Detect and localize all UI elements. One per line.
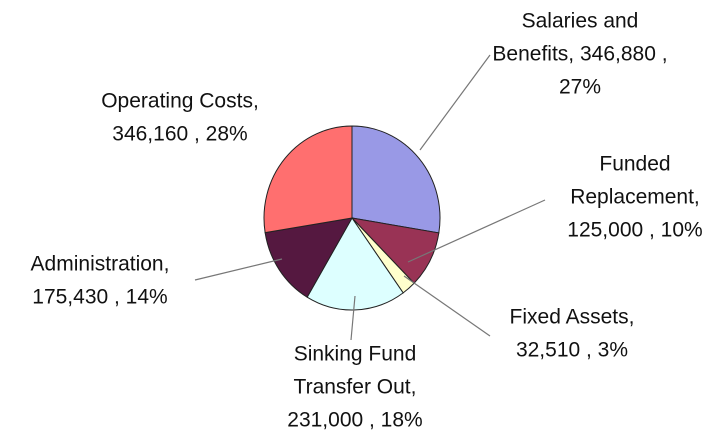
pie-slice <box>264 217 353 298</box>
slice-label: Administration, <box>31 253 170 276</box>
slice-label: Funded <box>599 153 670 176</box>
leader-line <box>403 275 491 337</box>
slice-label: Benefits, 346,880 , <box>492 43 667 66</box>
slice-label: 32,510 , 3% <box>516 339 628 362</box>
slice-label: 125,000 , 10% <box>567 219 702 242</box>
slice-label: Salaries and <box>522 10 639 33</box>
leader-line <box>407 199 546 263</box>
slice-label: Transfer Out, <box>294 376 417 399</box>
leader-line <box>350 295 356 341</box>
pie-slice <box>306 217 404 311</box>
slice-label: Sinking Fund <box>294 343 417 366</box>
leader-line <box>419 54 491 151</box>
slice-label: 231,000 , 18% <box>287 409 422 432</box>
leader-line <box>194 258 283 281</box>
slice-label: Operating Costs, <box>101 90 259 113</box>
slice-label: 346,160 , 28% <box>112 123 247 146</box>
slice-label: Replacement, <box>570 186 700 209</box>
slice-label: 27% <box>559 76 601 99</box>
slice-label: 175,430 , 14% <box>32 286 167 309</box>
slice-label: Fixed Assets, <box>510 306 635 329</box>
pie-slice <box>351 125 441 234</box>
pie-slice <box>263 125 353 234</box>
